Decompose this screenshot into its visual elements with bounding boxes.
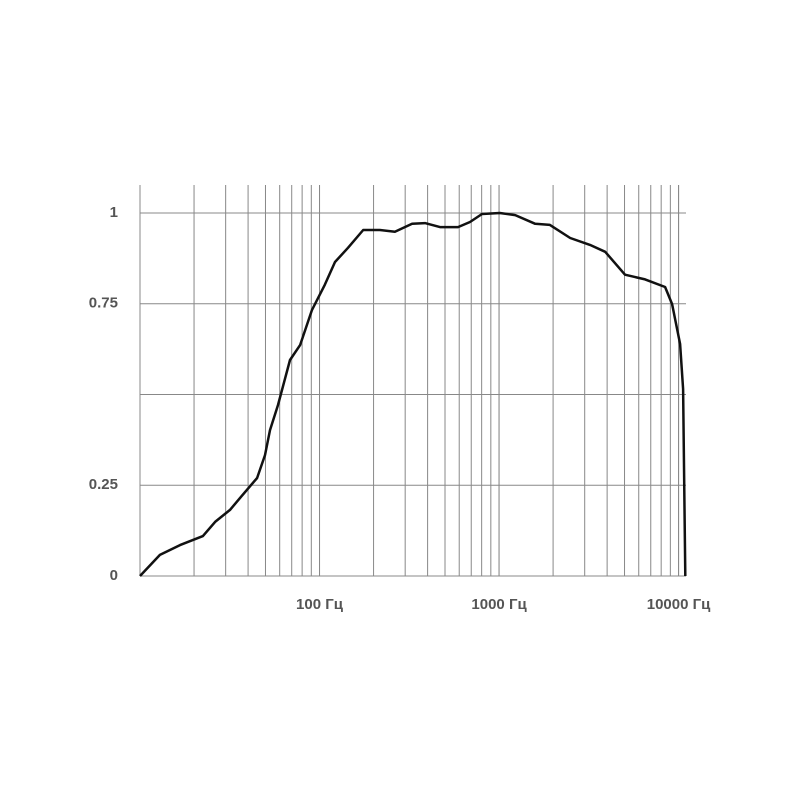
y-tick-label: 0 [110, 567, 118, 584]
x-tick-label: 1000 Гц [471, 596, 527, 613]
x-tick-label: 10000 Гц [647, 596, 711, 613]
x-tick-label: 100 Гц [296, 596, 344, 613]
y-tick-label: 0.25 [89, 476, 118, 493]
response-curve [139, 211, 687, 577]
y-tick-label: 1 [110, 204, 118, 221]
y-tick-label: 0.75 [89, 295, 118, 312]
